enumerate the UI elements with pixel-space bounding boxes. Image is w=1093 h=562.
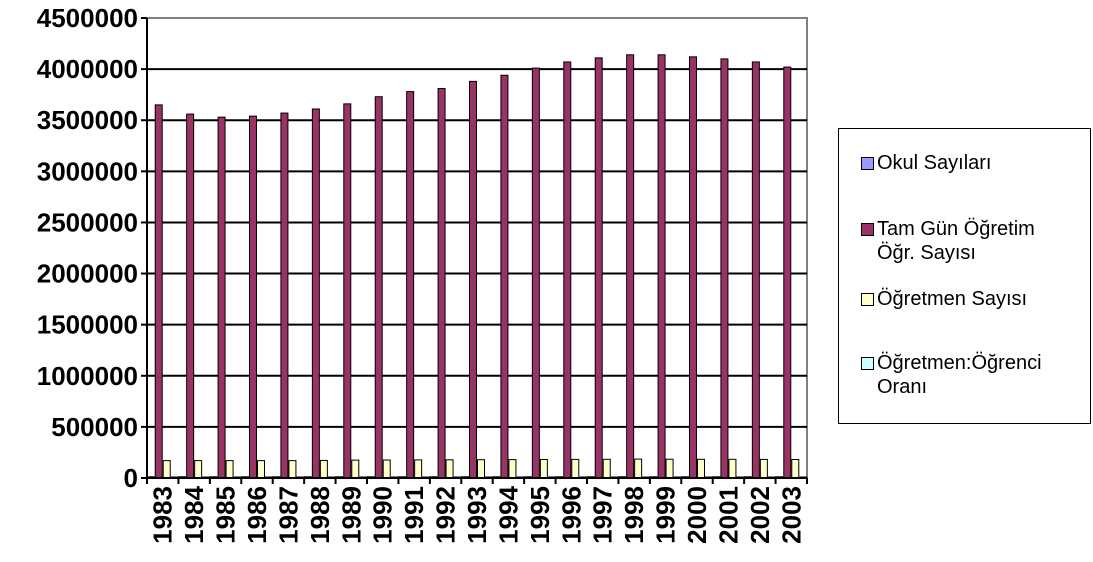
legend-label: Okul Sayıları — [877, 152, 992, 174]
x-tick-label: 2002 — [745, 486, 775, 544]
bar — [194, 460, 203, 479]
x-tick-label: 1992 — [431, 486, 461, 544]
x-tick-label: 1996 — [556, 486, 586, 544]
bar — [162, 460, 171, 479]
legend-item-tam-gun: Tam Gün Öğretim Öğr. Sayısı — [861, 217, 1035, 265]
bar — [563, 61, 572, 479]
bar — [626, 54, 635, 479]
x-tick-label: 1987 — [273, 486, 303, 544]
bar — [508, 459, 517, 479]
bar — [759, 458, 768, 479]
bar — [539, 458, 548, 479]
bar — [351, 459, 360, 479]
x-tick-label: 1997 — [588, 486, 618, 544]
x-tick-label: 2003 — [776, 486, 806, 544]
x-tick-label: 1990 — [368, 486, 398, 544]
x-tick-label: 1991 — [399, 486, 429, 544]
bar — [154, 104, 163, 479]
y-tick-label: 3000000 — [37, 156, 138, 186]
bar — [225, 460, 234, 479]
bar — [531, 67, 540, 479]
y-tick-label: 0 — [124, 463, 138, 493]
y-tick-label: 500000 — [51, 412, 138, 442]
y-axis-ticks: 0 500000 1000000 1500000 2000000 2500000 30000… — [37, 3, 147, 493]
bar — [374, 96, 383, 479]
bar — [594, 57, 603, 479]
y-tick-label: 4500000 — [37, 3, 138, 33]
bar — [751, 61, 760, 479]
bar — [477, 459, 485, 479]
bar — [280, 112, 289, 479]
legend-swatch — [861, 357, 874, 370]
bar — [697, 458, 705, 479]
bar — [469, 80, 477, 479]
legend-label: Öğretmen:Öğrenci Oranı — [877, 352, 1042, 398]
x-tick-label: 1985 — [211, 486, 241, 544]
x-tick-label: 2000 — [682, 486, 712, 544]
bar — [257, 460, 265, 479]
bar — [217, 116, 226, 479]
x-tick-label: 1989 — [336, 486, 366, 544]
x-tick-label: 1986 — [242, 486, 272, 544]
bar — [186, 113, 195, 479]
x-axis-ticks: 1983 1984 1985 1986 1987 1988 1989 1990 1991 1992… — [146, 478, 808, 544]
bar — [657, 54, 666, 479]
legend-swatch — [861, 293, 874, 306]
bar — [445, 459, 454, 479]
bar — [571, 458, 580, 479]
legend-label: Tam Gün Öğretim Öğr. Sayısı — [877, 218, 1035, 264]
legend-swatch — [861, 223, 874, 236]
y-tick-label: 2500000 — [37, 207, 138, 237]
bar — [343, 103, 352, 479]
x-tick-label: 1988 — [305, 486, 335, 544]
bar — [319, 459, 328, 479]
y-tick-label: 4000000 — [37, 54, 138, 84]
x-tick-label: 1983 — [148, 486, 178, 544]
bar — [414, 459, 423, 479]
legend-item-okul: Okul Sayıları — [861, 151, 991, 175]
bar — [249, 115, 257, 479]
legend-item-ogretmen: Öğretmen Sayısı — [861, 287, 1027, 311]
x-tick-label: 1984 — [179, 485, 209, 543]
x-tick-label: 1995 — [525, 486, 555, 544]
bar — [720, 58, 729, 479]
bar — [311, 108, 320, 479]
axes — [146, 18, 807, 479]
y-tick-label: 3500000 — [37, 105, 138, 135]
legend: Okul Sayıları Tam Gün Öğretim Öğr. Sayıs… — [838, 128, 1091, 424]
bar — [382, 459, 391, 479]
x-tick-label: 1999 — [651, 486, 681, 544]
x-tick-label: 1998 — [619, 486, 649, 544]
bar — [288, 460, 297, 479]
legend-item-oran: Öğretmen:Öğrenci Oranı — [861, 351, 1042, 399]
bar — [437, 88, 446, 479]
bar — [602, 458, 611, 479]
x-tick-label: 2001 — [713, 486, 743, 544]
legend-swatch — [861, 157, 874, 170]
bar — [406, 91, 415, 479]
bar — [689, 56, 697, 479]
x-tick-label: 1993 — [462, 486, 492, 544]
bar — [728, 458, 737, 479]
y-tick-label: 1000000 — [37, 361, 138, 391]
bar — [791, 458, 800, 479]
bar — [783, 66, 792, 479]
y-tick-label: 2000000 — [37, 259, 138, 289]
x-tick-label: 1994 — [493, 485, 523, 543]
legend-label: Öğretmen Sayısı — [877, 288, 1028, 310]
bar — [500, 74, 509, 479]
bar — [665, 458, 674, 479]
y-tick-label: 1500000 — [37, 310, 138, 340]
bar — [634, 458, 643, 479]
